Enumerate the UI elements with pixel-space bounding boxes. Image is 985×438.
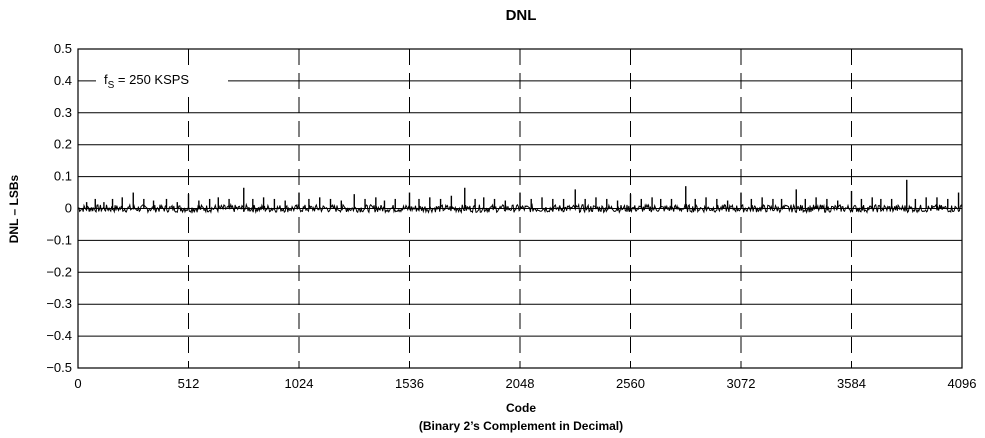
- y-tick-labels: −0.5 −0.4 −0.3 −0.2 −0.1 0 0.1 0.2 0.3 0.4 0.5: [46, 41, 72, 375]
- x-tick-label: 1024: [285, 376, 314, 391]
- y-tick-label: 0: [65, 201, 72, 216]
- y-tick-label: −0.5: [46, 360, 72, 375]
- x-tick-label: 512: [178, 376, 200, 391]
- x-tick-labels: 0 512 1024 1536 2048 2560 3072 3584 4096: [74, 376, 976, 391]
- y-tick-label: −0.4: [46, 328, 72, 343]
- chart-title: DNL: [506, 7, 537, 24]
- x-tick-label: 4096: [948, 376, 977, 391]
- x-tick-label: 0: [74, 376, 81, 391]
- x-axis-label: Code: [506, 401, 536, 415]
- x-tick-label: 2048: [506, 376, 535, 391]
- y-tick-label: −0.1: [46, 232, 72, 247]
- x-axis-sublabel: (Binary 2’s Complement in Decimal): [419, 419, 623, 433]
- y-tick-label: 0.5: [54, 41, 72, 56]
- plot-frame: [77, 48, 963, 369]
- annotation-subscript: S: [108, 80, 115, 91]
- y-tick-label: 0.4: [54, 73, 72, 88]
- annotation-sampling-rate: fS = 250 KSPS: [104, 72, 189, 91]
- x-tick-label: 1536: [395, 376, 424, 391]
- x-tick-label: 3072: [727, 376, 756, 391]
- annotation-background: [96, 68, 228, 90]
- annotation-prefix: f: [104, 72, 108, 87]
- y-tick-label: 0.2: [54, 137, 72, 152]
- y-tick-label: 0.3: [54, 105, 72, 120]
- series-group: [77, 179, 963, 215]
- x-tick-label: 3584: [837, 376, 866, 391]
- y-tick-label: 0.1: [54, 169, 72, 184]
- x-tick-label: 2560: [616, 376, 645, 391]
- y-tick-label: −0.3: [46, 296, 72, 311]
- dnl-trace: [77, 202, 963, 215]
- y-axis-label: DNL – LSBs: [7, 174, 21, 243]
- annotation-suffix: = 250 KSPS: [114, 72, 189, 87]
- y-tick-label: −0.2: [46, 264, 72, 279]
